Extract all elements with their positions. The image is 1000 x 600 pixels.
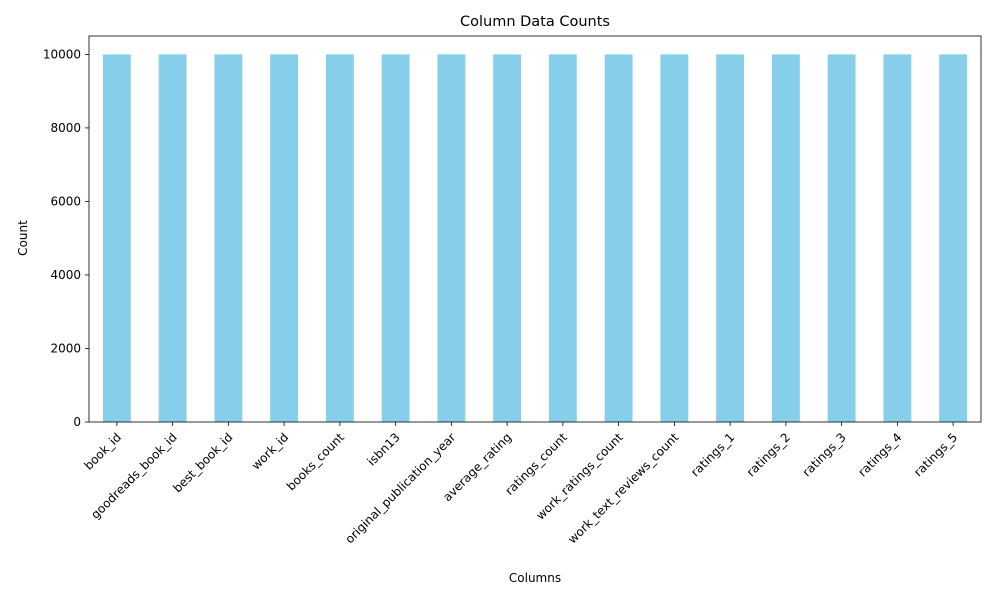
bar-best_book_id — [214, 54, 243, 422]
bar-ratings_4 — [883, 54, 912, 422]
y-axis-label: Count — [16, 220, 30, 256]
bars-group — [102, 54, 968, 422]
x-tick-label: books_count — [284, 430, 347, 493]
x-tick-label: ratings_1 — [688, 430, 737, 479]
bar-average_rating — [493, 54, 522, 422]
x-tick-label: ratings_2 — [744, 430, 793, 479]
x-tick-label: ratings_4 — [855, 430, 904, 479]
x-tick-label: ratings_3 — [800, 430, 849, 479]
y-tick-label: 6000 — [50, 194, 81, 208]
x-axis-label: Columns — [509, 571, 561, 585]
x-tick-label: ratings_5 — [911, 430, 960, 479]
x-tick-label: work_text_reviews_count — [565, 430, 682, 547]
x-tick-label: book_id — [81, 430, 124, 473]
bar-original_publication_year — [437, 54, 466, 422]
x-tick-label: isbn13 — [365, 430, 403, 468]
bar-work_id — [270, 54, 299, 422]
y-axis: 0 2000 4000 6000 8000 10000 — [43, 47, 89, 429]
bar-goodreads_book_id — [158, 54, 187, 422]
bar-ratings_5 — [939, 54, 968, 422]
bar-ratings_2 — [771, 54, 800, 422]
x-tick-label: work_id — [249, 430, 291, 472]
y-tick-label: 4000 — [50, 268, 81, 282]
y-tick-label: 0 — [73, 415, 81, 429]
bar-ratings_count — [548, 54, 577, 422]
x-tick-label: best_book_id — [170, 430, 235, 495]
plot-frame — [88, 35, 982, 423]
bar-ratings_3 — [827, 54, 856, 422]
bar-books_count — [325, 54, 354, 422]
y-tick-label: 10000 — [43, 47, 81, 61]
bar-isbn13 — [381, 54, 410, 422]
bar-book_id — [102, 54, 131, 422]
x-tick-label: original_publication_year — [342, 430, 458, 546]
chart-title: Column Data Counts — [460, 14, 610, 30]
y-tick-label: 2000 — [50, 341, 81, 355]
bar-work_text_reviews_count — [660, 54, 689, 422]
bar-ratings_1 — [716, 54, 745, 422]
bar-work_ratings_count — [604, 54, 633, 422]
y-tick-label: 8000 — [50, 121, 81, 135]
